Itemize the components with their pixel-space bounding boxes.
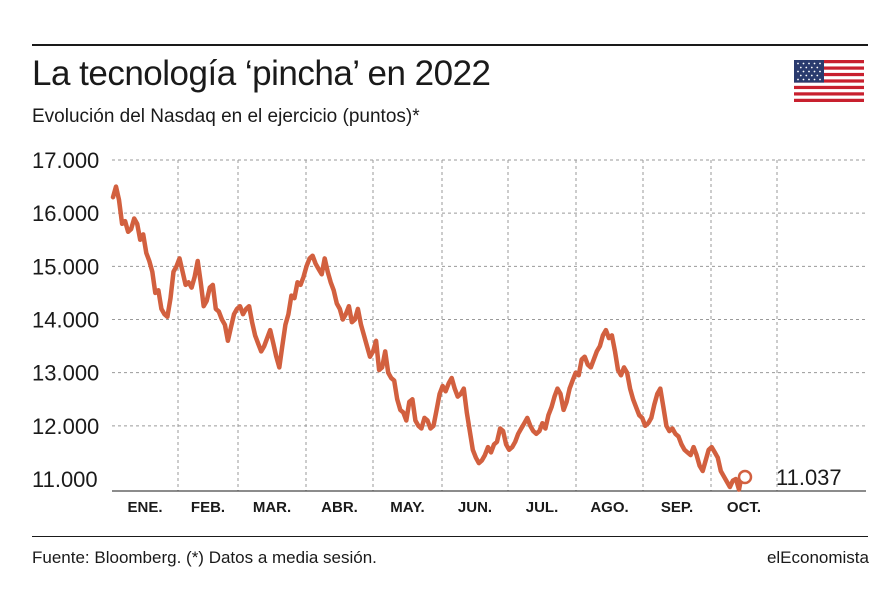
y-tick-label: 14.000 [32, 308, 99, 333]
chart-subtitle: Evolución del Nasdaq en el ejercicio (pu… [32, 106, 420, 127]
x-month-label: JUL. [526, 499, 559, 516]
x-month-label: FEB. [191, 499, 225, 516]
y-axis-labels: 17.000 16.000 15.000 14.000 13.000 12.000 11.0… [32, 148, 99, 492]
x-axis-month-labels: ENE. FEB. MAR. ABR. MAY. JUN. JUL. AGO. SEP. OCT. [127, 499, 761, 516]
nasdaq-series-line [110, 184, 748, 492]
y-tick-label: 16.000 [32, 201, 99, 226]
y-tick-label: 11.000 [32, 467, 98, 492]
x-month-label: AGO. [590, 499, 628, 516]
brand-label: elEconomista [766, 548, 869, 567]
x-month-label: JUN. [458, 499, 492, 516]
x-month-label: OCT. [727, 499, 761, 516]
us-flag-icon [794, 60, 864, 102]
x-month-label: SEP. [661, 499, 693, 516]
nasdaq-line-chart: 17.000 16.000 15.000 14.000 13.000 12.000 11.0… [32, 148, 866, 516]
y-tick-label: 17.000 [32, 148, 99, 173]
x-month-label: MAY. [390, 499, 424, 516]
y-tick-label: 12.000 [32, 414, 99, 439]
x-month-label: MAR. [253, 499, 291, 516]
top-rule [32, 44, 868, 46]
x-month-label: ENE. [127, 499, 162, 516]
vertical-gridlines [177, 160, 778, 491]
x-month-label: ABR. [321, 499, 358, 516]
horizontal-gridlines [112, 159, 866, 427]
y-tick-label: 15.000 [32, 254, 99, 279]
last-value-marker [737, 469, 753, 485]
last-value-label: 11.037 [776, 465, 842, 490]
bottom-rule [32, 536, 868, 537]
source-note: Fuente: Bloomberg. (*) Datos a media ses… [32, 548, 377, 567]
chart-title: La tecnología ‘pincha’ en 2022 [32, 54, 491, 93]
y-tick-label: 13.000 [32, 361, 99, 386]
